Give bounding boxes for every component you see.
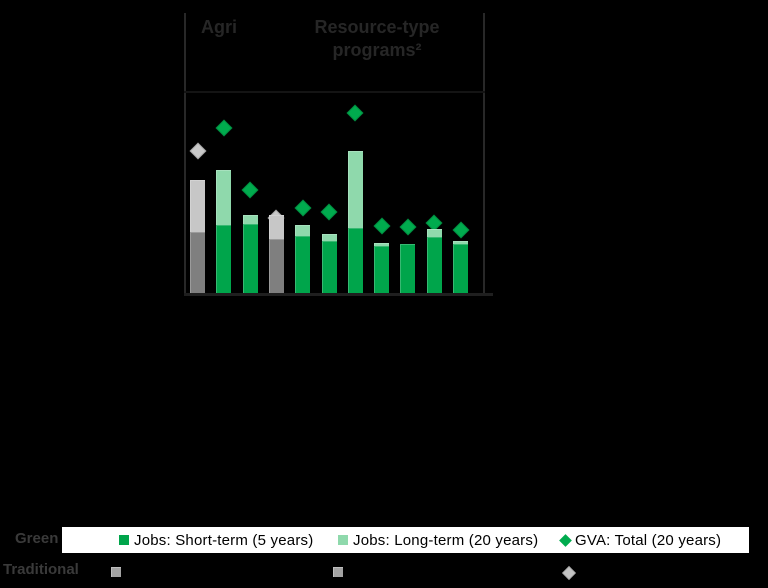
bar-short-term-segment bbox=[268, 239, 284, 293]
legend-item-label: Jobs: Short-term (5 years) bbox=[134, 531, 314, 549]
legend-item-jobs-short-term: Jobs: Short-term (5 years) bbox=[119, 527, 313, 553]
traditional-long-term-square-icon bbox=[333, 567, 343, 577]
traditional-short-term-square-icon bbox=[111, 567, 121, 577]
gva-diamond bbox=[399, 218, 417, 236]
legend-row-label-traditional: Traditional bbox=[3, 561, 79, 578]
gva-diamond bbox=[320, 203, 338, 221]
legend-item-label: Jobs: Long-term (20 years) bbox=[353, 531, 539, 549]
legend-row-label-green: Green bbox=[15, 530, 59, 547]
gva-diamond bbox=[241, 181, 259, 199]
gva-diamond bbox=[189, 142, 206, 160]
bar-long-term-segment bbox=[426, 229, 442, 237]
legend-item-jobs-long-term: Jobs: Long-term (20 years) bbox=[338, 527, 538, 553]
bar-short-term-segment bbox=[426, 237, 442, 293]
traditional-gva-diamond-icon bbox=[561, 565, 577, 581]
gva-diamond bbox=[452, 221, 469, 239]
gva-diamond bbox=[294, 199, 312, 217]
bar-short-term-segment bbox=[374, 246, 390, 293]
bar-short-term-segment bbox=[400, 244, 416, 293]
legend-strip bbox=[62, 527, 749, 553]
group-label-agri: Agri bbox=[201, 17, 237, 37]
bar-long-term-segment bbox=[190, 180, 205, 232]
bar-long-term-segment bbox=[453, 241, 468, 244]
gva-diamond bbox=[346, 104, 364, 122]
bar-short-term-segment bbox=[453, 244, 468, 293]
group-label-resource-type: Resource-type programs² bbox=[314, 17, 440, 60]
bar-long-term-segment bbox=[268, 215, 284, 239]
section-divider-right bbox=[483, 13, 485, 294]
legend-item-label: GVA: Total (20 years) bbox=[575, 531, 722, 549]
gva-diamond bbox=[215, 119, 233, 137]
legend-item-gva-total: GVA: Total (20 years) bbox=[559, 527, 722, 553]
bar-short-term-segment bbox=[242, 224, 258, 293]
bar-short-term-segment bbox=[216, 225, 232, 293]
long-term-square-icon bbox=[338, 535, 348, 545]
bar-long-term-segment bbox=[216, 170, 232, 225]
short-term-square-icon bbox=[119, 535, 129, 545]
x-axis-baseline bbox=[184, 293, 493, 296]
bar-short-term-segment bbox=[321, 241, 337, 293]
section-divider-left bbox=[184, 13, 186, 294]
gva-diamond-icon bbox=[559, 533, 572, 547]
header-underline bbox=[184, 91, 485, 93]
bar-long-term-segment bbox=[295, 225, 311, 236]
bar-long-term-segment bbox=[347, 151, 363, 228]
bar-short-term-segment bbox=[295, 236, 311, 293]
bar-long-term-segment bbox=[242, 215, 258, 224]
bar-long-term-segment bbox=[321, 234, 337, 241]
bar-long-term-segment bbox=[374, 243, 390, 246]
bar-short-term-segment bbox=[190, 232, 205, 293]
bar-short-term-segment bbox=[347, 228, 363, 293]
gva-diamond bbox=[373, 217, 391, 235]
